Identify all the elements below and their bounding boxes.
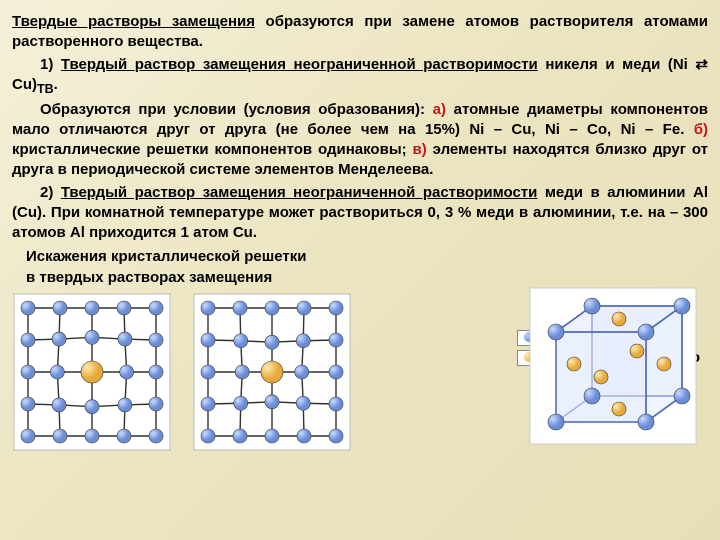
p2-c: кристаллические решетки компонентов один… <box>12 141 413 158</box>
title-underline: Твердые растворы замещения <box>12 13 255 30</box>
lattice-left <box>12 292 172 458</box>
cube-diagram <box>528 286 698 452</box>
p3-num: 2) <box>40 184 61 201</box>
p2-red-c: в) <box>413 141 427 158</box>
p3-underline: Твердый раствор замещения неограниченной… <box>61 184 538 201</box>
p1-underline: Твердый раствор замещения неограниченной… <box>61 56 538 73</box>
p1-num: 1) <box>40 56 61 73</box>
p1-dot: . <box>54 76 58 93</box>
p2-a: Образуются при условии (условия образова… <box>40 101 433 118</box>
diagram-subtitle: Искажения кристаллической решеткив тверд… <box>26 247 708 288</box>
p1-sub: ТВ <box>37 82 54 96</box>
lattice-right <box>192 292 352 458</box>
p2-red-a: а) <box>433 101 446 118</box>
p2-red-b: б) <box>694 121 708 138</box>
